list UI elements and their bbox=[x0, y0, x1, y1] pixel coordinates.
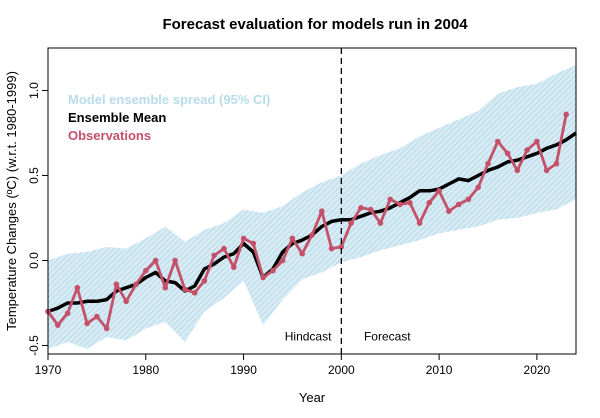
observation-point bbox=[221, 245, 227, 252]
observation-point bbox=[319, 208, 325, 214]
observations-layer bbox=[45, 111, 569, 332]
observation-point bbox=[64, 310, 71, 317]
observation-point bbox=[201, 278, 208, 284]
observation-point bbox=[182, 286, 188, 293]
observation-point bbox=[55, 322, 61, 328]
observation-point bbox=[416, 220, 423, 226]
observation-point bbox=[465, 196, 472, 203]
legend: Model ensemble spread (95% CI) Ensemble … bbox=[68, 92, 270, 143]
observation-point bbox=[455, 201, 462, 208]
observation-point bbox=[211, 252, 217, 259]
x-tick-label: 1980 bbox=[132, 363, 159, 377]
observation-point bbox=[172, 257, 178, 264]
x-axis-label: Year bbox=[299, 390, 326, 405]
observation-point bbox=[260, 274, 266, 281]
observation-point bbox=[250, 240, 257, 247]
observation-point bbox=[240, 235, 247, 242]
observation-point bbox=[162, 284, 169, 291]
observation-point bbox=[299, 250, 306, 257]
observation-point bbox=[84, 320, 90, 327]
x-axis-ticks: 1970 1980 1990 2000 2010 2020 bbox=[35, 354, 551, 377]
legend-entry-spread: Model ensemble spread (95% CI) bbox=[68, 92, 270, 107]
observation-point bbox=[270, 267, 276, 274]
observation-point bbox=[367, 206, 374, 213]
observation-point bbox=[133, 281, 139, 288]
observation-point bbox=[94, 313, 100, 320]
y-axis-ticks: -0.5 0.0 0.5 1.0 bbox=[27, 82, 48, 356]
observation-point bbox=[113, 281, 120, 288]
observation-point bbox=[328, 245, 335, 252]
observation-point bbox=[152, 257, 159, 264]
observation-point bbox=[348, 220, 354, 226]
y-tick-label: -0.5 bbox=[27, 335, 41, 356]
x-tick-label: 2000 bbox=[328, 363, 355, 377]
y-tick-label: 0.0 bbox=[27, 252, 41, 269]
observation-point bbox=[143, 267, 149, 274]
observation-point bbox=[191, 290, 198, 296]
observation-point bbox=[495, 138, 501, 145]
x-tick-label: 1990 bbox=[230, 363, 257, 377]
annotation-forecast: Forecast bbox=[364, 329, 411, 343]
observation-point bbox=[426, 199, 433, 206]
spread-band bbox=[48, 65, 576, 349]
observation-point bbox=[309, 232, 315, 238]
spread-band-layer bbox=[48, 65, 576, 349]
observation-point bbox=[485, 160, 491, 167]
observation-point bbox=[475, 184, 482, 191]
observation-point bbox=[74, 284, 81, 291]
chart-title: Forecast evaluation for models run in 20… bbox=[162, 16, 468, 33]
observation-point bbox=[504, 150, 511, 157]
observation-point bbox=[289, 235, 296, 242]
observation-point bbox=[446, 208, 452, 214]
observation-point bbox=[338, 244, 345, 250]
y-tick-label: 1.0 bbox=[27, 82, 41, 99]
observation-point bbox=[397, 201, 403, 208]
x-tick-label: 1970 bbox=[35, 363, 62, 377]
x-tick-label: 2010 bbox=[426, 363, 453, 377]
observation-point bbox=[358, 205, 364, 211]
observation-point bbox=[436, 188, 442, 194]
observation-point bbox=[103, 325, 110, 332]
observation-point bbox=[387, 196, 394, 203]
observation-point bbox=[534, 138, 540, 145]
annotations: Hindcast Forecast bbox=[285, 329, 412, 343]
observation-point bbox=[231, 264, 237, 271]
observation-point bbox=[563, 111, 569, 118]
y-axis-label: Temperature Changes (ºC) (w.r.t. 1980-19… bbox=[4, 71, 19, 331]
observation-point bbox=[553, 160, 560, 167]
observation-point bbox=[407, 199, 413, 206]
observation-point bbox=[543, 167, 550, 174]
legend-entry-mean: Ensemble Mean bbox=[68, 110, 166, 125]
observation-point bbox=[514, 167, 521, 174]
observation-point bbox=[279, 257, 286, 264]
y-tick-label: 0.5 bbox=[27, 167, 41, 184]
legend-entry-observations: Observations bbox=[68, 128, 151, 143]
annotation-hindcast: Hindcast bbox=[285, 329, 332, 343]
observation-point bbox=[524, 147, 530, 153]
plot-frame bbox=[47, 47, 577, 355]
observation-point bbox=[123, 298, 129, 305]
x-tick-label: 2020 bbox=[524, 363, 551, 377]
observations-line bbox=[46, 114, 568, 330]
observation-point bbox=[377, 220, 384, 226]
